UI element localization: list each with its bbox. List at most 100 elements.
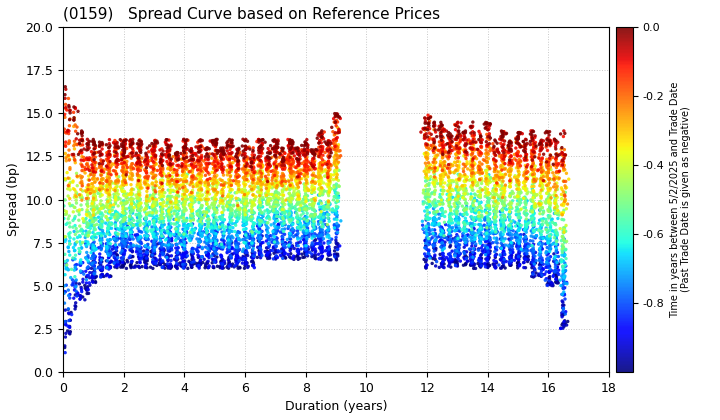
Point <box>113 262 125 268</box>
Point <box>67 217 78 224</box>
Point <box>224 206 235 213</box>
Point <box>536 234 547 241</box>
Point <box>459 129 471 136</box>
Point <box>423 112 434 118</box>
Point <box>307 162 319 168</box>
Point <box>474 213 486 220</box>
Point <box>552 151 563 158</box>
Point <box>490 173 502 179</box>
Point <box>75 241 86 248</box>
Point <box>286 217 297 224</box>
Point <box>541 136 553 143</box>
Point <box>491 140 503 147</box>
Point <box>102 186 113 193</box>
Point <box>209 168 220 175</box>
Point <box>535 248 546 255</box>
Point <box>511 186 523 192</box>
Point <box>233 213 244 220</box>
Point <box>139 215 150 222</box>
Point <box>277 154 289 161</box>
Point <box>510 231 521 238</box>
Point <box>120 195 132 202</box>
Point <box>536 228 547 235</box>
Point <box>254 200 266 207</box>
Point <box>196 162 207 168</box>
Point <box>89 156 100 163</box>
Point <box>513 169 524 176</box>
Point <box>467 258 478 265</box>
Point <box>324 145 336 152</box>
Point <box>315 139 327 146</box>
Point <box>438 144 449 151</box>
Point <box>506 223 518 230</box>
Point <box>302 142 314 149</box>
Point <box>254 210 266 217</box>
Point <box>278 220 289 226</box>
Point <box>489 165 500 172</box>
Point <box>96 258 107 265</box>
Point <box>557 209 569 216</box>
Point <box>474 203 485 210</box>
Point <box>187 200 199 206</box>
Point <box>210 259 221 265</box>
Point <box>272 221 284 228</box>
Point <box>468 217 480 224</box>
Point <box>279 162 290 169</box>
Point <box>179 191 190 197</box>
Point <box>64 220 76 226</box>
Point <box>535 252 546 259</box>
Point <box>64 252 76 258</box>
Point <box>156 217 168 223</box>
Point <box>127 210 138 216</box>
Point <box>194 261 206 268</box>
Point <box>487 198 499 205</box>
Point <box>559 196 571 203</box>
Point <box>520 252 531 259</box>
Point <box>444 188 456 194</box>
Point <box>333 222 344 229</box>
Point <box>513 227 524 234</box>
Point <box>133 184 145 191</box>
Point <box>541 199 553 205</box>
Point <box>561 170 572 177</box>
Point <box>482 159 493 166</box>
Point <box>303 187 315 194</box>
Point <box>89 253 101 260</box>
Point <box>111 263 122 270</box>
Point <box>256 239 267 246</box>
Point <box>422 194 433 201</box>
Point <box>177 226 189 233</box>
Point <box>255 172 266 179</box>
Point <box>233 240 245 247</box>
Point <box>95 234 107 241</box>
Point <box>172 210 184 217</box>
Point <box>436 122 448 129</box>
Point <box>437 143 449 150</box>
Point <box>323 192 334 199</box>
Point <box>490 176 502 182</box>
Point <box>482 163 493 170</box>
Point <box>475 133 487 139</box>
Point <box>118 214 130 221</box>
Point <box>421 231 433 238</box>
Point <box>147 231 158 238</box>
Point <box>248 157 260 164</box>
Point <box>497 194 508 201</box>
Point <box>284 183 296 190</box>
Point <box>423 180 435 186</box>
Point <box>552 210 564 216</box>
Point <box>208 189 220 195</box>
Point <box>111 158 122 164</box>
Point <box>179 227 191 234</box>
Point <box>536 147 547 153</box>
Point <box>74 295 86 302</box>
Point <box>211 238 222 244</box>
Point <box>171 162 183 169</box>
Point <box>316 219 328 226</box>
Point <box>155 204 166 210</box>
Point <box>164 154 176 160</box>
Point <box>232 146 243 153</box>
Point <box>518 147 529 154</box>
Point <box>428 143 439 150</box>
Point <box>540 226 552 233</box>
